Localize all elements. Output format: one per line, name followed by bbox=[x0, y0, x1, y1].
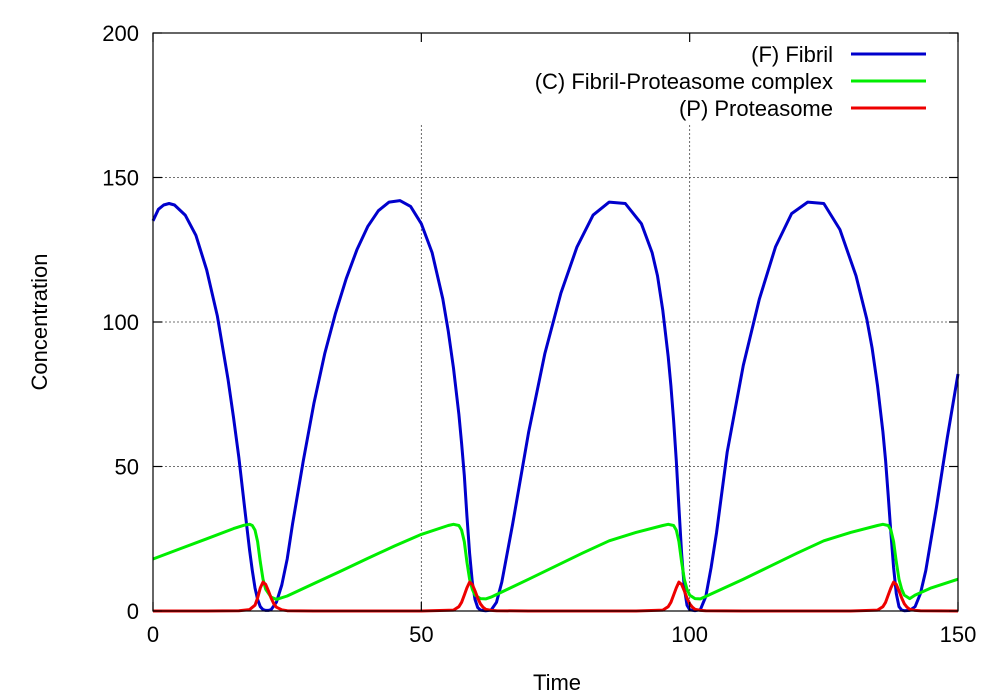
y-tick-label: 50 bbox=[115, 455, 139, 480]
y-tick-label: 200 bbox=[102, 21, 139, 46]
y-tick-label: 150 bbox=[102, 166, 139, 191]
legend-label: (P) Proteasome bbox=[679, 96, 833, 121]
series-line-complex bbox=[152, 522, 959, 601]
legend-label: (F) Fibril bbox=[751, 42, 833, 67]
axis-ticks: 0 50 100 150 0 50 100 150 200 bbox=[102, 21, 976, 647]
y-axis-label: Concentration bbox=[27, 254, 52, 391]
x-tick-label: 50 bbox=[409, 622, 433, 647]
x-tick-label: 100 bbox=[671, 622, 708, 647]
grid-lines bbox=[153, 125, 958, 611]
x-tick-label: 0 bbox=[147, 622, 159, 647]
legend: (F) Fibril(C) Fibril-Proteasome complex(… bbox=[535, 42, 926, 121]
x-axis-label: Time bbox=[533, 670, 581, 695]
legend-label: (C) Fibril-Proteasome complex bbox=[535, 69, 833, 94]
y-tick-label: 100 bbox=[102, 310, 139, 335]
series-line-fibril bbox=[151, 199, 960, 613]
y-tick-label: 0 bbox=[127, 599, 139, 624]
x-tick-label: 150 bbox=[940, 622, 977, 647]
